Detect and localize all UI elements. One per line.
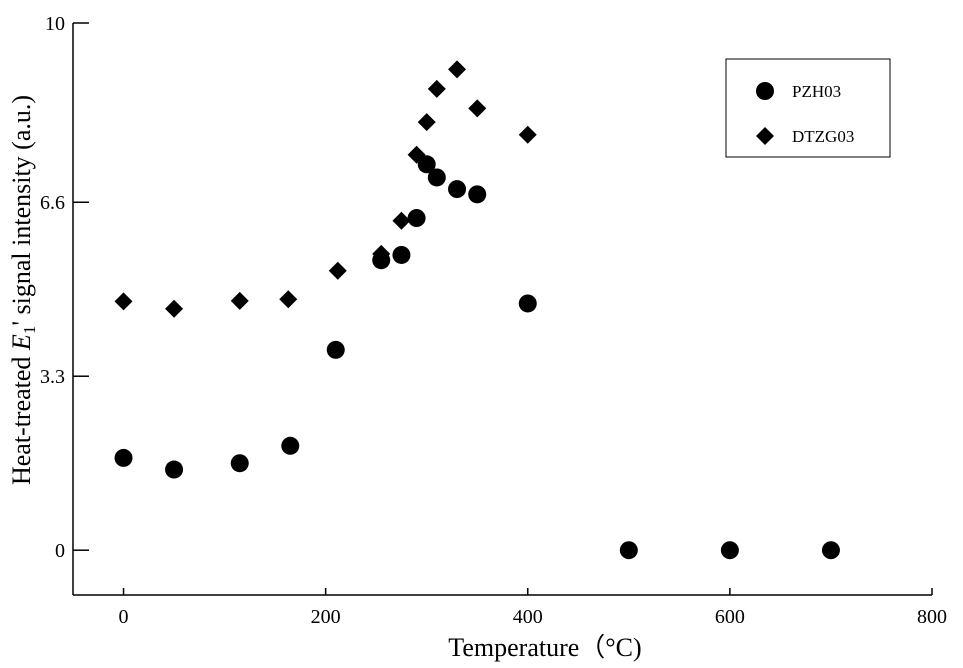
data-point-pzh03 — [468, 185, 487, 204]
legend-box — [725, 58, 891, 158]
x-tick-label: 0 — [119, 606, 129, 628]
y-ticks: 0 3.3 6.6 10 — [40, 13, 89, 562]
legend-label-pzh03: PZH03 — [792, 82, 841, 101]
data-point-pzh03 — [518, 294, 537, 313]
data-point-pzh03 — [720, 541, 739, 560]
data-point-dtzg03 — [427, 79, 446, 98]
legend: PZH03 DTZG03 — [725, 58, 891, 158]
data-point-dtzg03 — [165, 299, 184, 318]
data-point-dtzg03 — [468, 99, 487, 118]
y-axis-title: Heat-treated E1' signal intensity (a.u.) — [7, 95, 39, 485]
legend-marker-pzh03 — [756, 82, 774, 100]
data-point-dtzg03 — [417, 113, 436, 132]
data-point-dtzg03 — [448, 60, 467, 79]
legend-marker-dtzg03 — [756, 127, 774, 145]
data-point-dtzg03 — [328, 261, 347, 280]
data-point-pzh03 — [417, 155, 436, 174]
data-point-pzh03 — [326, 340, 345, 359]
y-tick-label: 6.6 — [40, 192, 65, 214]
data-point-pzh03 — [427, 168, 446, 187]
x-tick-label: 200 — [311, 606, 341, 628]
data-point-pzh03 — [230, 454, 249, 473]
x-ticks: 0 200 400 600 800 — [119, 588, 947, 628]
data-point-pzh03 — [407, 209, 426, 228]
data-points — [114, 60, 840, 560]
data-point-pzh03 — [281, 436, 300, 455]
data-point-pzh03 — [165, 460, 184, 479]
data-point-dtzg03 — [114, 292, 133, 311]
data-point-dtzg03 — [279, 290, 298, 309]
data-point-pzh03 — [114, 448, 133, 467]
x-axis-title: Temperature（°C) — [448, 633, 641, 662]
data-point-dtzg03 — [372, 244, 391, 263]
y-tick-label: 0 — [55, 540, 65, 562]
y-tick-label: 10 — [45, 13, 65, 35]
data-point-pzh03 — [821, 541, 840, 560]
data-point-dtzg03 — [518, 125, 537, 144]
data-point-pzh03 — [448, 180, 467, 199]
x-tick-label: 400 — [513, 606, 543, 628]
y-axis-title-symbol: E — [7, 334, 36, 351]
data-point-dtzg03 — [230, 291, 249, 310]
y-axis-title-suffix: ' signal intensity (a.u.) — [7, 95, 36, 326]
data-point-dtzg03 — [392, 211, 411, 230]
data-point-pzh03 — [392, 245, 411, 264]
axes — [72, 23, 932, 596]
y-axis-title-subscript: 1 — [20, 326, 39, 335]
y-tick-label: 3.3 — [40, 366, 65, 388]
data-point-pzh03 — [619, 541, 638, 560]
legend-label-dtzg03: DTZG03 — [792, 127, 854, 146]
x-tick-label: 800 — [917, 606, 947, 628]
y-axis-title-prefix: Heat-treated — [7, 350, 36, 485]
data-point-dtzg03 — [407, 145, 426, 164]
x-tick-label: 600 — [715, 606, 745, 628]
